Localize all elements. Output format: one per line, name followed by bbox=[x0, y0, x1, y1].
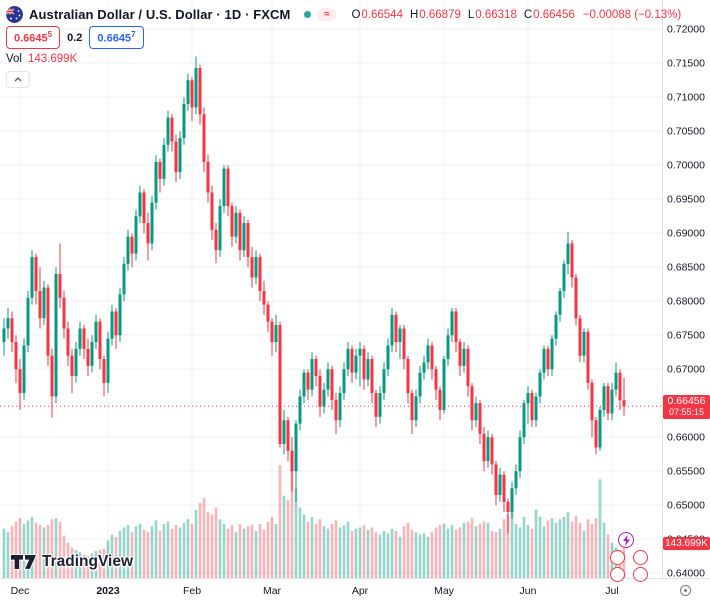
svg-text:0.65500: 0.65500 bbox=[667, 466, 705, 478]
australia-flag-event-icon[interactable] bbox=[633, 550, 648, 565]
svg-text:May: May bbox=[434, 585, 455, 597]
tradingview-logo[interactable]: TradingView bbox=[10, 553, 133, 571]
svg-text:Feb: Feb bbox=[183, 585, 201, 597]
ohlc-values: O0.66544 H0.66879 L0.66318 C0.66456 −0.0… bbox=[351, 8, 682, 21]
price-axis[interactable]: 0.72000 0.71500 0.71000 0.70500 0.70000 0.695… bbox=[667, 24, 705, 580]
low-value: 0.66318 bbox=[475, 8, 517, 21]
last-price-badge: 0.66456 07:55:15 bbox=[663, 395, 710, 420]
svg-text:0.70000: 0.70000 bbox=[667, 160, 705, 172]
symbol-title[interactable]: Australian Dollar / U.S. Dollar · 1D · F… bbox=[29, 7, 291, 22]
market-status-dot-icon[interactable] bbox=[304, 11, 312, 18]
svg-text:0.72000: 0.72000 bbox=[667, 24, 705, 36]
us-flag-event-icon[interactable] bbox=[610, 567, 625, 582]
svg-text:0.65000: 0.65000 bbox=[667, 500, 705, 512]
svg-text:Dec: Dec bbox=[11, 585, 30, 597]
volume-axis-badge: 143.699K bbox=[663, 537, 710, 551]
close-value: 0.66456 bbox=[533, 8, 575, 21]
tradingview-logo-icon bbox=[10, 554, 37, 570]
svg-text:0.67000: 0.67000 bbox=[667, 364, 705, 376]
bar-countdown: 07:55:15 bbox=[668, 407, 705, 418]
svg-text:0.71000: 0.71000 bbox=[667, 92, 705, 104]
australia-flag-event-icon[interactable] bbox=[633, 567, 648, 582]
svg-text:Jul: Jul bbox=[605, 585, 618, 597]
collapse-legend-button[interactable] bbox=[6, 71, 30, 88]
volume-bars bbox=[2, 462, 626, 578]
high-value: 0.66879 bbox=[419, 8, 461, 21]
spread-value: 0.2 bbox=[67, 31, 83, 44]
svg-text:2023: 2023 bbox=[96, 585, 120, 597]
volume-value: 143.699K bbox=[28, 53, 78, 65]
open-value: 0.66544 bbox=[361, 8, 403, 21]
tradingview-logo-text: TradingView bbox=[42, 553, 134, 570]
buy-ask-button[interactable]: 0.66457 bbox=[89, 26, 144, 49]
svg-text:0.69000: 0.69000 bbox=[667, 228, 705, 240]
svg-text:0.71500: 0.71500 bbox=[667, 58, 705, 70]
chart-legend: Australian Dollar / U.S. Dollar · 1D · F… bbox=[6, 5, 681, 88]
time-axis-settings-icon[interactable] bbox=[680, 585, 691, 596]
svg-text:0.68500: 0.68500 bbox=[667, 262, 705, 274]
australia-flag-icon bbox=[6, 6, 23, 23]
svg-text:Apr: Apr bbox=[352, 585, 369, 597]
australia-flag-event-icon[interactable] bbox=[610, 550, 625, 565]
volume-indicator-legend: Vol 143.699K bbox=[6, 53, 681, 65]
sell-bid-button[interactable]: 0.66455 bbox=[6, 26, 61, 49]
svg-text:0.66000: 0.66000 bbox=[667, 432, 705, 444]
change-value: −0.00088 (−0.13%) bbox=[582, 8, 682, 21]
delayed-data-icon[interactable]: ≈ bbox=[317, 8, 337, 21]
svg-text:0.67500: 0.67500 bbox=[667, 330, 705, 342]
lightning-event-icon[interactable] bbox=[618, 532, 634, 548]
grid-lines bbox=[0, 0, 662, 578]
svg-text:Jun: Jun bbox=[520, 585, 537, 597]
svg-text:0.68000: 0.68000 bbox=[667, 296, 705, 308]
svg-text:0.70500: 0.70500 bbox=[667, 126, 705, 138]
volume-label: Vol bbox=[6, 53, 22, 65]
candles bbox=[2, 56, 626, 534]
svg-text:0.64000: 0.64000 bbox=[667, 568, 705, 580]
time-axis[interactable]: Dec 2023 Feb Mar Apr May Jun Jul bbox=[11, 585, 619, 597]
last-price-value: 0.66456 bbox=[667, 395, 706, 408]
svg-text:0.69500: 0.69500 bbox=[667, 194, 705, 206]
svg-text:Mar: Mar bbox=[263, 585, 282, 597]
